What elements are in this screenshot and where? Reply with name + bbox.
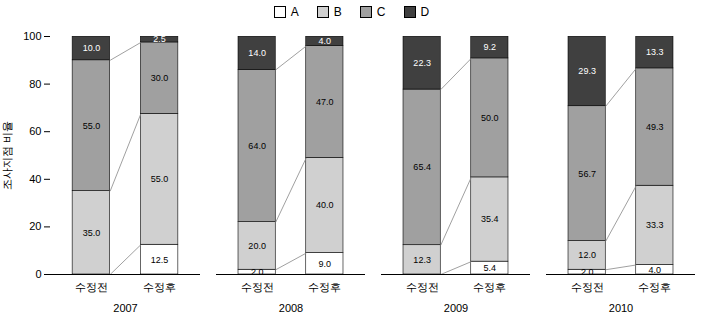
svg-text:2008: 2008 — [279, 302, 303, 314]
svg-text:5.4: 5.4 — [484, 263, 497, 273]
html-text:B: B — [333, 5, 342, 19]
svg-text:9.0: 9.0 — [319, 259, 332, 269]
svg-text:2.0: 2.0 — [581, 267, 594, 277]
svg-text:80: 80 — [29, 78, 41, 90]
svg-text:47.0: 47.0 — [316, 97, 334, 107]
svg-text:20.0: 20.0 — [248, 241, 266, 251]
svg-text:수정전: 수정전 — [406, 281, 439, 293]
svg-text:64.0: 64.0 — [248, 141, 266, 151]
svg-text:수정후: 수정후 — [308, 281, 341, 293]
svg-text:2.5: 2.5 — [153, 34, 166, 44]
svg-text:33.3: 33.3 — [646, 220, 664, 230]
svg-text:100: 100 — [23, 30, 41, 42]
svg-text:2009: 2009 — [444, 302, 468, 314]
svg-text:12.0: 12.0 — [578, 250, 596, 260]
svg-text:4.0: 4.0 — [649, 265, 662, 275]
svg-text:40: 40 — [29, 173, 41, 185]
svg-text:수정후: 수정후 — [143, 281, 176, 293]
svg-text:14.0: 14.0 — [248, 48, 266, 58]
svg-text:56.7: 56.7 — [578, 169, 596, 179]
html-text:A: A — [290, 5, 299, 19]
svg-text:50.0: 50.0 — [481, 113, 499, 123]
svg-text:수정후: 수정후 — [473, 281, 506, 293]
svg-text:35.0: 35.0 — [83, 228, 101, 238]
svg-text:12.5: 12.5 — [151, 255, 169, 265]
svg-text:12.3: 12.3 — [413, 255, 431, 265]
svg-text:2007: 2007 — [113, 302, 137, 314]
svg-text:2010: 2010 — [609, 302, 633, 314]
svg-text:0: 0 — [35, 268, 41, 280]
svg-text:29.3: 29.3 — [578, 66, 596, 76]
svg-text:40.0: 40.0 — [316, 200, 334, 210]
svg-text:조사지점 비율: 조사지점 비율 — [1, 121, 13, 190]
svg-text:60: 60 — [29, 125, 41, 137]
svg-text:9.2: 9.2 — [484, 42, 497, 52]
svg-text:55.0: 55.0 — [151, 174, 169, 184]
svg-text:65.4: 65.4 — [413, 162, 431, 172]
svg-text:수정전: 수정전 — [75, 281, 108, 293]
svg-text:55.0: 55.0 — [83, 121, 101, 131]
svg-text:2.0: 2.0 — [251, 267, 264, 277]
svg-text:수정전: 수정전 — [241, 281, 274, 293]
html-text:D: D — [420, 5, 430, 19]
svg-text:13.3: 13.3 — [646, 47, 664, 57]
svg-text:수정후: 수정후 — [638, 281, 671, 293]
svg-text:수정전: 수정전 — [571, 281, 604, 293]
svg-text:4.0: 4.0 — [319, 36, 332, 46]
svg-text:49.3: 49.3 — [646, 122, 664, 132]
svg-text:10.0: 10.0 — [83, 43, 101, 53]
svg-text:35.4: 35.4 — [481, 214, 499, 224]
svg-text:30.0: 30.0 — [151, 73, 169, 83]
html-text:C: C — [376, 5, 386, 19]
svg-text:20: 20 — [29, 220, 41, 232]
svg-text:22.3: 22.3 — [413, 58, 431, 68]
